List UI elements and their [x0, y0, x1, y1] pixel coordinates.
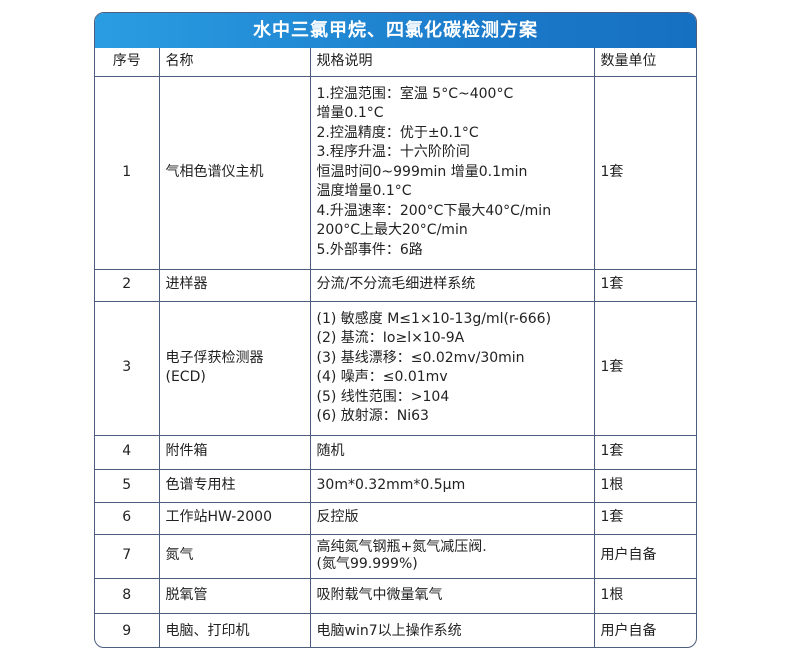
cell-no: 9: [95, 612, 160, 647]
cell-qty: 1根: [593, 577, 696, 614]
table-row: 1 气相色谱仪主机 1.控温范围：室温 5°C~400°C 增量0.1°C 2.…: [95, 75, 696, 270]
cell-qty: 1套: [593, 501, 696, 535]
cell-qty: 用户自备: [593, 612, 696, 647]
table-row: 9 电脑、打印机 电脑win7以上操作系统 用户自备: [95, 612, 696, 647]
header-qty: 数量单位: [593, 48, 696, 77]
cell-no: 7: [95, 533, 160, 579]
cell-name: 工作站HW-2000: [158, 501, 311, 535]
cell-no: 3: [95, 300, 160, 436]
table-row: 2 进样器 分流/不分流毛细进样系统 1套: [95, 268, 696, 302]
header-no: 序号: [95, 48, 160, 77]
cell-name: 电子俘获检测器 (ECD): [158, 300, 311, 436]
cell-qty: 1套: [593, 300, 696, 436]
spec-table-container: 水中三氯甲烷、四氯化碳检测方案 序号 名称 规格说明 数量单位 1 气相色谱仪主…: [94, 12, 697, 648]
cell-name: 氮气: [158, 533, 311, 579]
table-row: 6 工作站HW-2000 反控版 1套: [95, 501, 696, 535]
cell-spec: 随机: [309, 434, 595, 470]
cell-qty: 1套: [593, 75, 696, 270]
cell-name: 进样器: [158, 268, 311, 302]
cell-spec: 反控版: [309, 501, 595, 535]
cell-spec: 电脑win7以上操作系统: [309, 612, 595, 647]
cell-spec: (1) 敏感度 M≤1×10-13g/ml(r-666) (2) 基流：Io≥l…: [309, 300, 595, 436]
cell-no: 5: [95, 468, 160, 503]
table-header-row: 序号 名称 规格说明 数量单位: [95, 48, 696, 77]
table-row: 4 附件箱 随机 1套: [95, 434, 696, 470]
cell-spec: 1.控温范围：室温 5°C~400°C 增量0.1°C 2.控温精度：优于±0.…: [309, 75, 595, 270]
cell-qty: 1套: [593, 268, 696, 302]
cell-spec: 30m*0.32mm*0.5μm: [309, 468, 595, 503]
cell-qty: 用户自备: [593, 533, 696, 579]
cell-spec: 吸附载气中微量氧气: [309, 577, 595, 614]
cell-spec: 分流/不分流毛细进样系统: [309, 268, 595, 302]
table-row: 3 电子俘获检测器 (ECD) (1) 敏感度 M≤1×10-13g/ml(r-…: [95, 300, 696, 436]
table-row: 8 脱氧管 吸附载气中微量氧气 1根: [95, 577, 696, 614]
cell-name: 色谱专用柱: [158, 468, 311, 503]
cell-qty: 1根: [593, 468, 696, 503]
cell-no: 8: [95, 577, 160, 614]
header-name: 名称: [158, 48, 311, 77]
table-row: 7 氮气 高纯氮气钢瓶+氮气减压阀. (氮气99.999%) 用户自备: [95, 533, 696, 579]
cell-name: 脱氧管: [158, 577, 311, 614]
cell-no: 6: [95, 501, 160, 535]
header-spec: 规格说明: [309, 48, 595, 77]
cell-no: 1: [95, 75, 160, 270]
cell-qty: 1套: [593, 434, 696, 470]
spec-table: 序号 名称 规格说明 数量单位 1 气相色谱仪主机 1.控温范围：室温 5°C~…: [95, 48, 696, 647]
cell-name: 气相色谱仪主机: [158, 75, 311, 270]
cell-no: 4: [95, 434, 160, 470]
cell-name: 电脑、打印机: [158, 612, 311, 647]
cell-no: 2: [95, 268, 160, 302]
table-row: 5 色谱专用柱 30m*0.32mm*0.5μm 1根: [95, 468, 696, 503]
cell-spec: 高纯氮气钢瓶+氮气减压阀. (氮气99.999%): [309, 533, 595, 579]
table-title: 水中三氯甲烷、四氯化碳检测方案: [95, 13, 696, 48]
cell-name: 附件箱: [158, 434, 311, 470]
